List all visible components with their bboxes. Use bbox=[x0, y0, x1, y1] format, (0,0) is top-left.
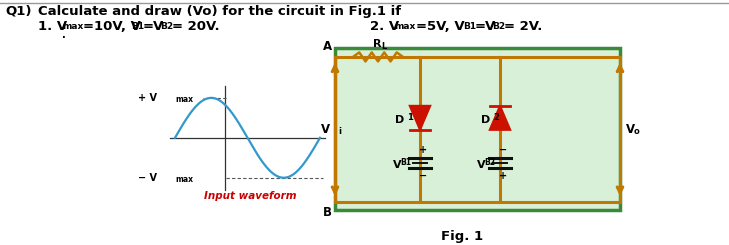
Text: .: . bbox=[62, 30, 66, 40]
Text: =V: =V bbox=[475, 20, 496, 33]
Text: =V: =V bbox=[143, 20, 164, 33]
Text: A: A bbox=[323, 40, 332, 53]
Text: = 2V.: = 2V. bbox=[504, 20, 542, 33]
Text: B1: B1 bbox=[463, 22, 476, 31]
Text: B1: B1 bbox=[400, 158, 411, 167]
Text: 1: 1 bbox=[407, 113, 413, 122]
Text: V: V bbox=[626, 123, 635, 136]
Text: V: V bbox=[477, 160, 486, 170]
Text: max: max bbox=[175, 95, 193, 104]
Text: =10V, V: =10V, V bbox=[83, 20, 141, 33]
Text: 2: 2 bbox=[493, 113, 499, 122]
Text: 2. V: 2. V bbox=[370, 20, 399, 33]
Text: −: − bbox=[419, 171, 427, 181]
Text: B2: B2 bbox=[492, 22, 505, 31]
Polygon shape bbox=[490, 106, 510, 130]
Text: B2: B2 bbox=[484, 158, 495, 167]
Text: D: D bbox=[394, 115, 404, 125]
Text: Calculate and draw (Vo) for the circuit in Fig.1 if: Calculate and draw (Vo) for the circuit … bbox=[38, 5, 401, 18]
Text: V: V bbox=[394, 160, 402, 170]
Text: 1. V: 1. V bbox=[38, 20, 67, 33]
Text: +: + bbox=[419, 145, 427, 155]
Text: B: B bbox=[323, 206, 332, 219]
Text: o: o bbox=[634, 127, 640, 136]
Polygon shape bbox=[410, 106, 430, 130]
Text: B1: B1 bbox=[131, 22, 144, 31]
Text: + V: + V bbox=[138, 93, 157, 103]
Text: Input waveform: Input waveform bbox=[203, 191, 296, 201]
Text: Fig. 1: Fig. 1 bbox=[441, 230, 483, 243]
Text: +: + bbox=[499, 171, 507, 181]
FancyBboxPatch shape bbox=[335, 48, 620, 210]
Text: i: i bbox=[338, 127, 341, 136]
Text: − V: − V bbox=[138, 173, 157, 183]
Text: Q1): Q1) bbox=[5, 5, 31, 18]
Text: max: max bbox=[62, 22, 83, 31]
Text: B2: B2 bbox=[160, 22, 173, 31]
Text: = 20V.: = 20V. bbox=[172, 20, 219, 33]
Text: −: − bbox=[499, 145, 507, 155]
Text: L: L bbox=[381, 42, 386, 51]
Text: =5V, V: =5V, V bbox=[416, 20, 464, 33]
Text: D: D bbox=[480, 115, 490, 125]
Text: max: max bbox=[394, 22, 416, 31]
Text: R: R bbox=[373, 39, 381, 49]
Text: V: V bbox=[321, 123, 330, 136]
Text: max: max bbox=[175, 175, 193, 184]
